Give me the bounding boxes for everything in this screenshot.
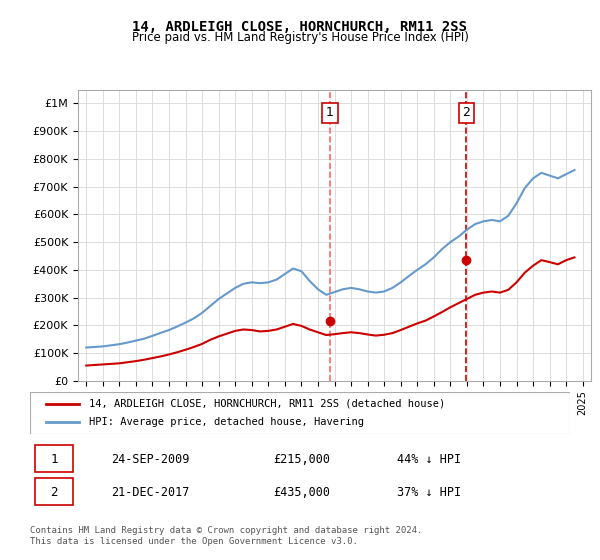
Text: HPI: Average price, detached house, Havering: HPI: Average price, detached house, Have…	[89, 417, 364, 427]
Text: 2: 2	[50, 486, 58, 498]
Text: 21-DEC-2017: 21-DEC-2017	[111, 486, 190, 498]
Text: 44% ↓ HPI: 44% ↓ HPI	[397, 452, 461, 466]
Text: 1: 1	[326, 106, 334, 119]
Text: £435,000: £435,000	[273, 486, 330, 498]
Text: 37% ↓ HPI: 37% ↓ HPI	[397, 486, 461, 498]
Text: 24-SEP-2009: 24-SEP-2009	[111, 452, 190, 466]
Text: 1: 1	[50, 452, 58, 466]
FancyBboxPatch shape	[30, 392, 570, 434]
Text: 14, ARDLEIGH CLOSE, HORNCHURCH, RM11 2SS: 14, ARDLEIGH CLOSE, HORNCHURCH, RM11 2SS	[133, 20, 467, 34]
Text: 2: 2	[463, 106, 470, 119]
FancyBboxPatch shape	[35, 478, 73, 505]
Text: Contains HM Land Registry data © Crown copyright and database right 2024.
This d: Contains HM Land Registry data © Crown c…	[30, 526, 422, 546]
Text: 14, ARDLEIGH CLOSE, HORNCHURCH, RM11 2SS (detached house): 14, ARDLEIGH CLOSE, HORNCHURCH, RM11 2SS…	[89, 399, 446, 409]
FancyBboxPatch shape	[35, 445, 73, 472]
Text: Price paid vs. HM Land Registry's House Price Index (HPI): Price paid vs. HM Land Registry's House …	[131, 31, 469, 44]
Text: £215,000: £215,000	[273, 452, 330, 466]
